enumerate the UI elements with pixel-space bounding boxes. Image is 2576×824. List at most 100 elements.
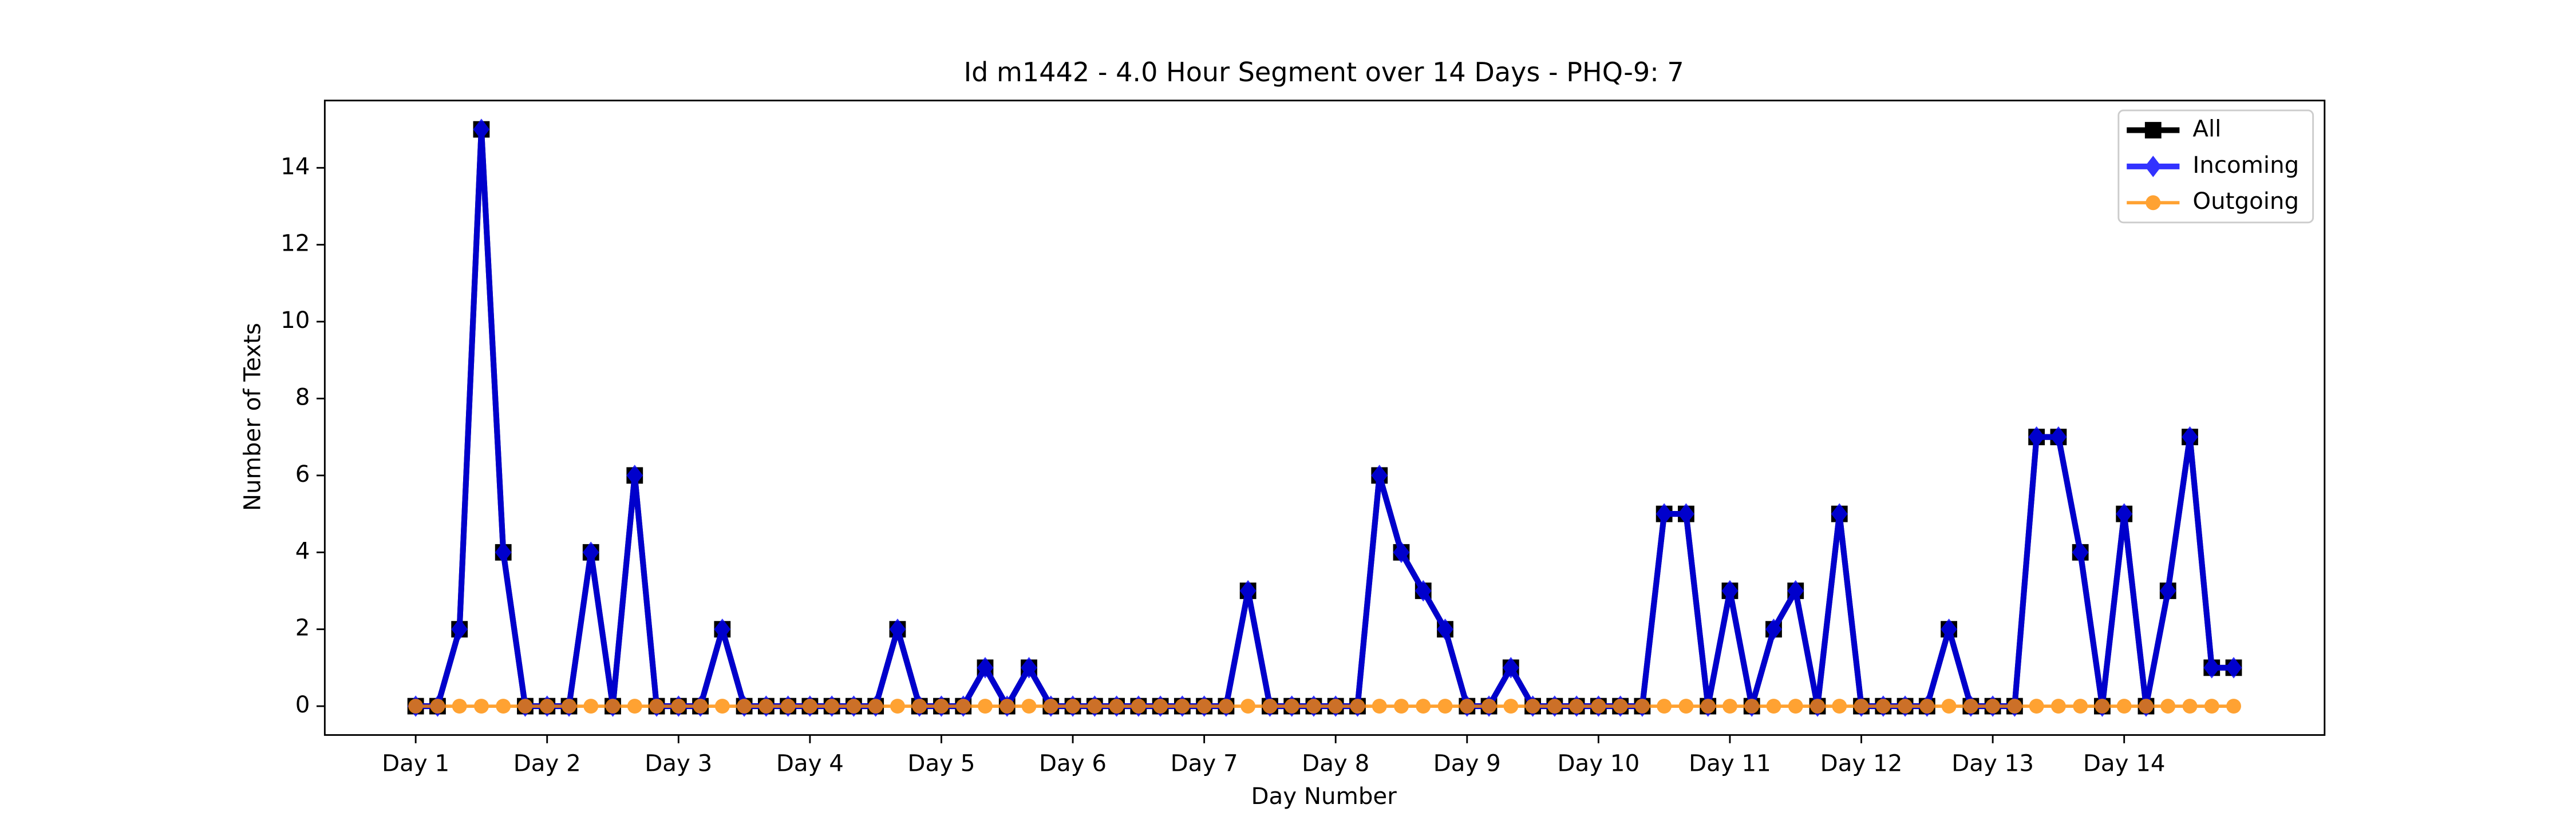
point [1239, 580, 1257, 602]
point [627, 699, 642, 714]
y-tick-label: 6 [295, 461, 310, 488]
point [2050, 426, 2067, 448]
point [1416, 699, 1431, 714]
point [2028, 426, 2045, 448]
point [1613, 699, 1628, 714]
point [1284, 699, 1299, 714]
point [1678, 503, 1694, 525]
point [671, 699, 686, 714]
point [1875, 699, 1891, 714]
point [758, 699, 774, 714]
point [1503, 699, 1519, 714]
point [1569, 699, 1585, 714]
point [430, 699, 445, 714]
point [1591, 699, 1606, 714]
point [1240, 699, 1256, 714]
chart-title: Id m1442 - 4.0 Hour Segment over 14 Days… [964, 57, 1684, 88]
y-tick-label: 14 [280, 153, 310, 180]
point [1043, 699, 1058, 714]
point [1394, 699, 1409, 714]
x-tick-label: Day 12 [1820, 750, 1903, 777]
point [1700, 699, 1716, 714]
point [1459, 699, 1475, 714]
point [824, 699, 840, 714]
point [583, 699, 599, 714]
x-tick-label: Day 1 [382, 750, 449, 777]
x-tick-label: Day 9 [1433, 750, 1501, 777]
point [1985, 699, 2001, 714]
point [714, 699, 730, 714]
x-tick-label: Day 3 [645, 750, 712, 777]
point [408, 699, 424, 714]
point [2029, 699, 2044, 714]
point [562, 699, 576, 714]
point [1547, 699, 1562, 714]
point [1262, 699, 1278, 714]
y-tick-label: 8 [295, 383, 310, 410]
point [605, 699, 621, 714]
point [1218, 699, 1234, 714]
point [999, 699, 1015, 714]
point [2182, 426, 2198, 448]
point [1832, 699, 1847, 714]
point [1744, 699, 1760, 714]
point [1678, 699, 1694, 714]
point [868, 699, 883, 714]
point [1898, 699, 1913, 714]
point [714, 618, 731, 640]
point [737, 699, 752, 714]
point [473, 699, 489, 714]
legend-marker [2144, 156, 2162, 177]
x-axis-label: Day Number [1251, 783, 1397, 810]
point [955, 699, 971, 714]
point [1721, 580, 1739, 602]
point [496, 699, 511, 714]
point [2007, 699, 2022, 714]
point [1766, 699, 1781, 714]
y-axis-label: Number of Texts [239, 323, 266, 511]
point [1437, 699, 1453, 714]
y-tick-label: 10 [280, 307, 310, 334]
point [1941, 618, 1957, 640]
point [912, 699, 927, 714]
y-tick-label: 4 [295, 537, 310, 564]
point [1306, 699, 1321, 714]
point [889, 618, 906, 640]
point [1525, 699, 1540, 714]
point [1722, 699, 1737, 714]
point [1065, 699, 1081, 714]
point [693, 699, 708, 714]
legend-entry [2127, 156, 2180, 177]
point [1634, 699, 1650, 714]
x-tick-label: Day 13 [1951, 750, 2034, 777]
point [2226, 699, 2241, 714]
point [1810, 699, 1825, 714]
point [1131, 699, 1146, 714]
point [451, 618, 468, 640]
point [1481, 699, 1497, 714]
point [890, 699, 905, 714]
point [2116, 699, 2132, 714]
point [2116, 503, 2133, 525]
plot-frame [323, 100, 2326, 736]
point [1087, 699, 1103, 714]
point [2204, 699, 2219, 714]
x-tick-label: Day 4 [776, 750, 844, 777]
legend-label: Outgoing [2192, 188, 2299, 215]
point [1963, 699, 1978, 714]
point [1153, 699, 1168, 714]
x-tick-label: Day 10 [1558, 750, 1640, 777]
x-tick-label: Day 2 [513, 750, 581, 777]
point [2050, 699, 2066, 714]
y-tick-label: 0 [295, 691, 310, 718]
point [1788, 699, 1803, 714]
x-tick-label: Day 8 [1302, 750, 1369, 777]
point [1196, 699, 1212, 714]
x-tick-label: Day 14 [2083, 750, 2166, 777]
point [1021, 699, 1037, 714]
point [649, 699, 665, 714]
point [1854, 699, 1869, 714]
point [2138, 699, 2154, 714]
